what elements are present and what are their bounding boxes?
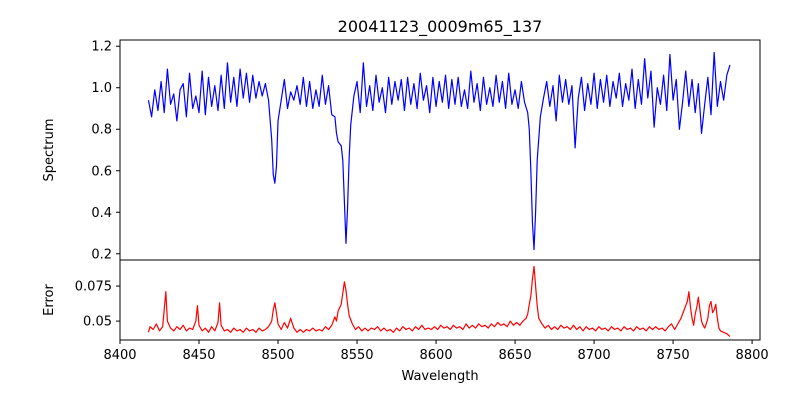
x-axis-label: Wavelength xyxy=(401,369,478,384)
x-tick-label: 8450 xyxy=(182,348,215,363)
error-line-layer xyxy=(147,265,731,337)
error-panel: 0.05 0.075 8400 8450 8500 8550 8600 8650 8700 87… xyxy=(42,259,769,363)
x-tick-label: 8550 xyxy=(340,348,373,363)
spectrum-line-layer xyxy=(147,51,731,251)
error-plot-frame xyxy=(119,259,761,341)
x-tick-label: 8700 xyxy=(578,348,611,363)
x-tick-label: 8750 xyxy=(657,348,690,363)
error-y-ticks: 0.05 0.075 xyxy=(75,280,120,330)
x-tick-label: 8650 xyxy=(499,348,532,363)
spectrum-y-tick-label: 0.8 xyxy=(91,123,112,138)
spectrum-y-axis-label: Spectrum xyxy=(42,119,57,182)
spectrum-plot-frame xyxy=(119,39,761,261)
x-tick-label: 8800 xyxy=(736,348,769,363)
x-tick-label: 8400 xyxy=(103,348,136,363)
error-y-tick-label: 0.05 xyxy=(83,315,112,330)
error-y-axis-label: Error xyxy=(42,284,57,316)
error-series-line-0 xyxy=(147,265,731,337)
x-tick-label: 8600 xyxy=(420,348,453,363)
error-y-tick-label: 0.075 xyxy=(75,280,112,295)
spectrum-y-tick-label: 0.2 xyxy=(91,247,112,262)
wavelength-x-ticks: 8400 8450 8500 8550 8600 8650 8700 8750 8800 xyxy=(103,340,769,363)
chart-title: 20041123_0009m65_137 xyxy=(338,17,543,37)
spectrum-y-tick-label: 1.2 xyxy=(91,40,112,55)
spectrum-series-line-0 xyxy=(147,51,731,251)
spectrum-y-ticks: 0.2 0.4 0.6 0.8 1.0 1.2 xyxy=(91,40,120,262)
spectrum-y-tick-label: 1.0 xyxy=(91,81,112,96)
spectrum-y-tick-label: 0.4 xyxy=(91,206,112,221)
spectrum-panel: 0.2 0.4 0.6 0.8 1.0 1.2 Spectrum xyxy=(42,39,761,262)
spectrum-y-tick-label: 0.6 xyxy=(91,164,112,179)
x-tick-label: 8500 xyxy=(261,348,294,363)
